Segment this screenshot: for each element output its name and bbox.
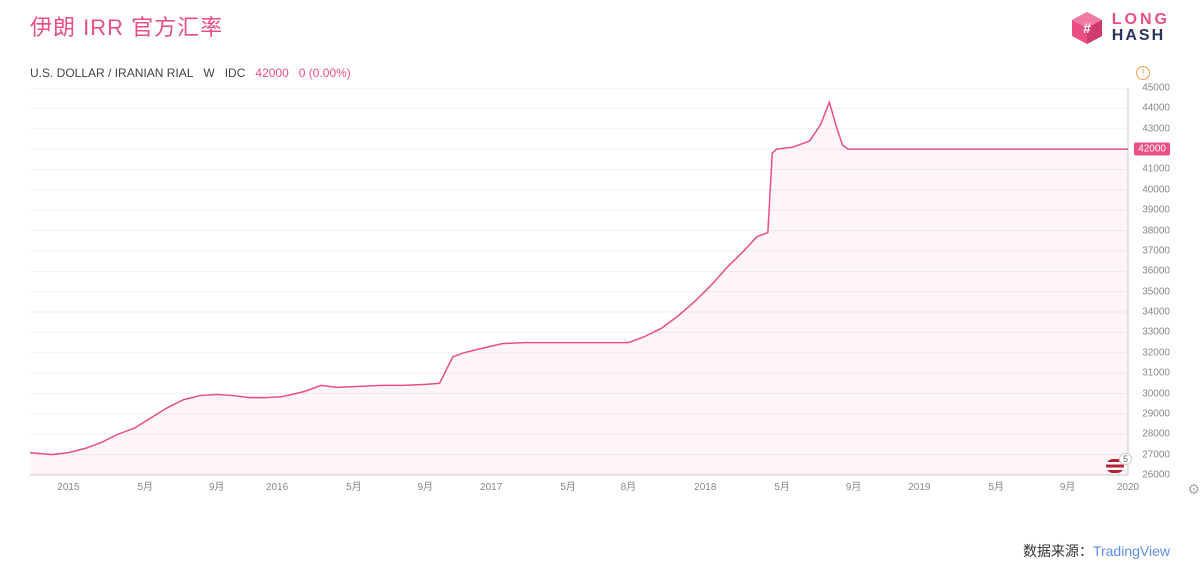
svg-text:#: #	[1083, 20, 1091, 36]
y-tick-label: 35000	[1142, 286, 1170, 297]
x-tick-label: 5月	[346, 478, 362, 493]
x-tick-label: 2015	[57, 482, 79, 493]
y-tick-label: 27000	[1142, 449, 1170, 460]
x-tick-label: 5月	[560, 478, 576, 493]
interval-label: W	[203, 66, 214, 80]
y-tick-label: 33000	[1142, 327, 1170, 338]
y-tick-label: 28000	[1142, 429, 1170, 440]
last-price: 42000	[255, 66, 288, 80]
y-tick-label: 37000	[1142, 245, 1170, 256]
x-tick-label: 9月	[417, 478, 433, 493]
source-link[interactable]: TradingView	[1093, 543, 1170, 559]
x-tick-label: 5月	[774, 478, 790, 493]
chart-svg	[30, 88, 1170, 503]
y-tick-label: 26000	[1142, 470, 1170, 481]
x-tick-label: 5月	[988, 478, 1004, 493]
gear-icon[interactable]: ⚙	[1187, 481, 1200, 498]
brand-logo: # LONG HASH	[1068, 10, 1170, 46]
us-flag-badge[interactable]: 5	[1106, 459, 1124, 473]
x-tick-label: 2016	[266, 482, 288, 493]
pair-name: U.S. DOLLAR / IRANIAN RIAL	[30, 66, 193, 80]
y-tick-label: 40000	[1142, 184, 1170, 195]
logo-cube-icon: #	[1068, 10, 1106, 46]
change-value: 0 (0.00%)	[299, 66, 351, 80]
y-tick-label: 45000	[1142, 83, 1170, 94]
logo-text-long: LONG	[1112, 12, 1170, 28]
chart-area[interactable]: 26000 27000 28000 29000 30000 31000 32000 33000…	[30, 88, 1170, 503]
source-prefix: 数据来源：	[1023, 543, 1093, 559]
y-tick-label: 38000	[1142, 225, 1170, 236]
y-tick-label: 29000	[1142, 408, 1170, 419]
x-tick-label: 9月	[209, 478, 225, 493]
x-tick-label: 9月	[846, 478, 862, 493]
y-tick-label: 31000	[1142, 368, 1170, 379]
badge-count: 5	[1119, 453, 1132, 465]
y-tick-label: 32000	[1142, 347, 1170, 358]
x-tick-label: 9月	[1060, 478, 1076, 493]
source-label: IDC	[225, 66, 246, 80]
x-axis: 2015 5月 9月 2016 5月 9月 2017 5月 8月 2018 5月 9月 2019 5月 9月…	[30, 475, 1128, 503]
current-price-flag: 42000	[1134, 143, 1170, 156]
y-tick-label: 43000	[1142, 123, 1170, 134]
x-tick-label: 2019	[908, 482, 930, 493]
x-tick-label: 2020	[1117, 482, 1139, 493]
y-tick-label: 34000	[1142, 307, 1170, 318]
info-icon[interactable]: !	[1136, 66, 1150, 80]
x-tick-label: 8月	[621, 478, 637, 493]
x-tick-label: 5月	[138, 478, 154, 493]
y-tick-label: 30000	[1142, 388, 1170, 399]
y-tick-label: 39000	[1142, 205, 1170, 216]
y-tick-label: 41000	[1142, 164, 1170, 175]
x-tick-label: 2017	[480, 482, 502, 493]
y-tick-label: 36000	[1142, 266, 1170, 277]
logo-text-hash: HASH	[1112, 28, 1170, 44]
x-tick-label: 2018	[694, 482, 716, 493]
y-tick-label: 44000	[1142, 103, 1170, 114]
page-title: 伊朗 IRR 官方汇率	[30, 10, 223, 42]
footer-source: 数据来源：TradingView	[1023, 541, 1170, 561]
